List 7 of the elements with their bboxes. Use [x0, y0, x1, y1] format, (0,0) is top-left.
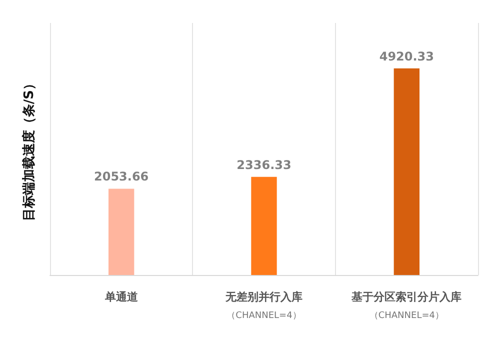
- x-tick-label: 无差别并行入库（CHANNEL=4）: [224, 290, 302, 321]
- data-label: 4920.33: [379, 49, 434, 64]
- y-axis-title: 目标端加载速度（条/S）: [21, 76, 37, 222]
- x-tick-label: 基于分区索引分片入库（CHANNEL=4）: [350, 290, 462, 321]
- x-tick-label: 单通道: [104, 290, 139, 304]
- data-label: 2336.33: [236, 158, 292, 172]
- data-label: 2053.66: [94, 170, 149, 184]
